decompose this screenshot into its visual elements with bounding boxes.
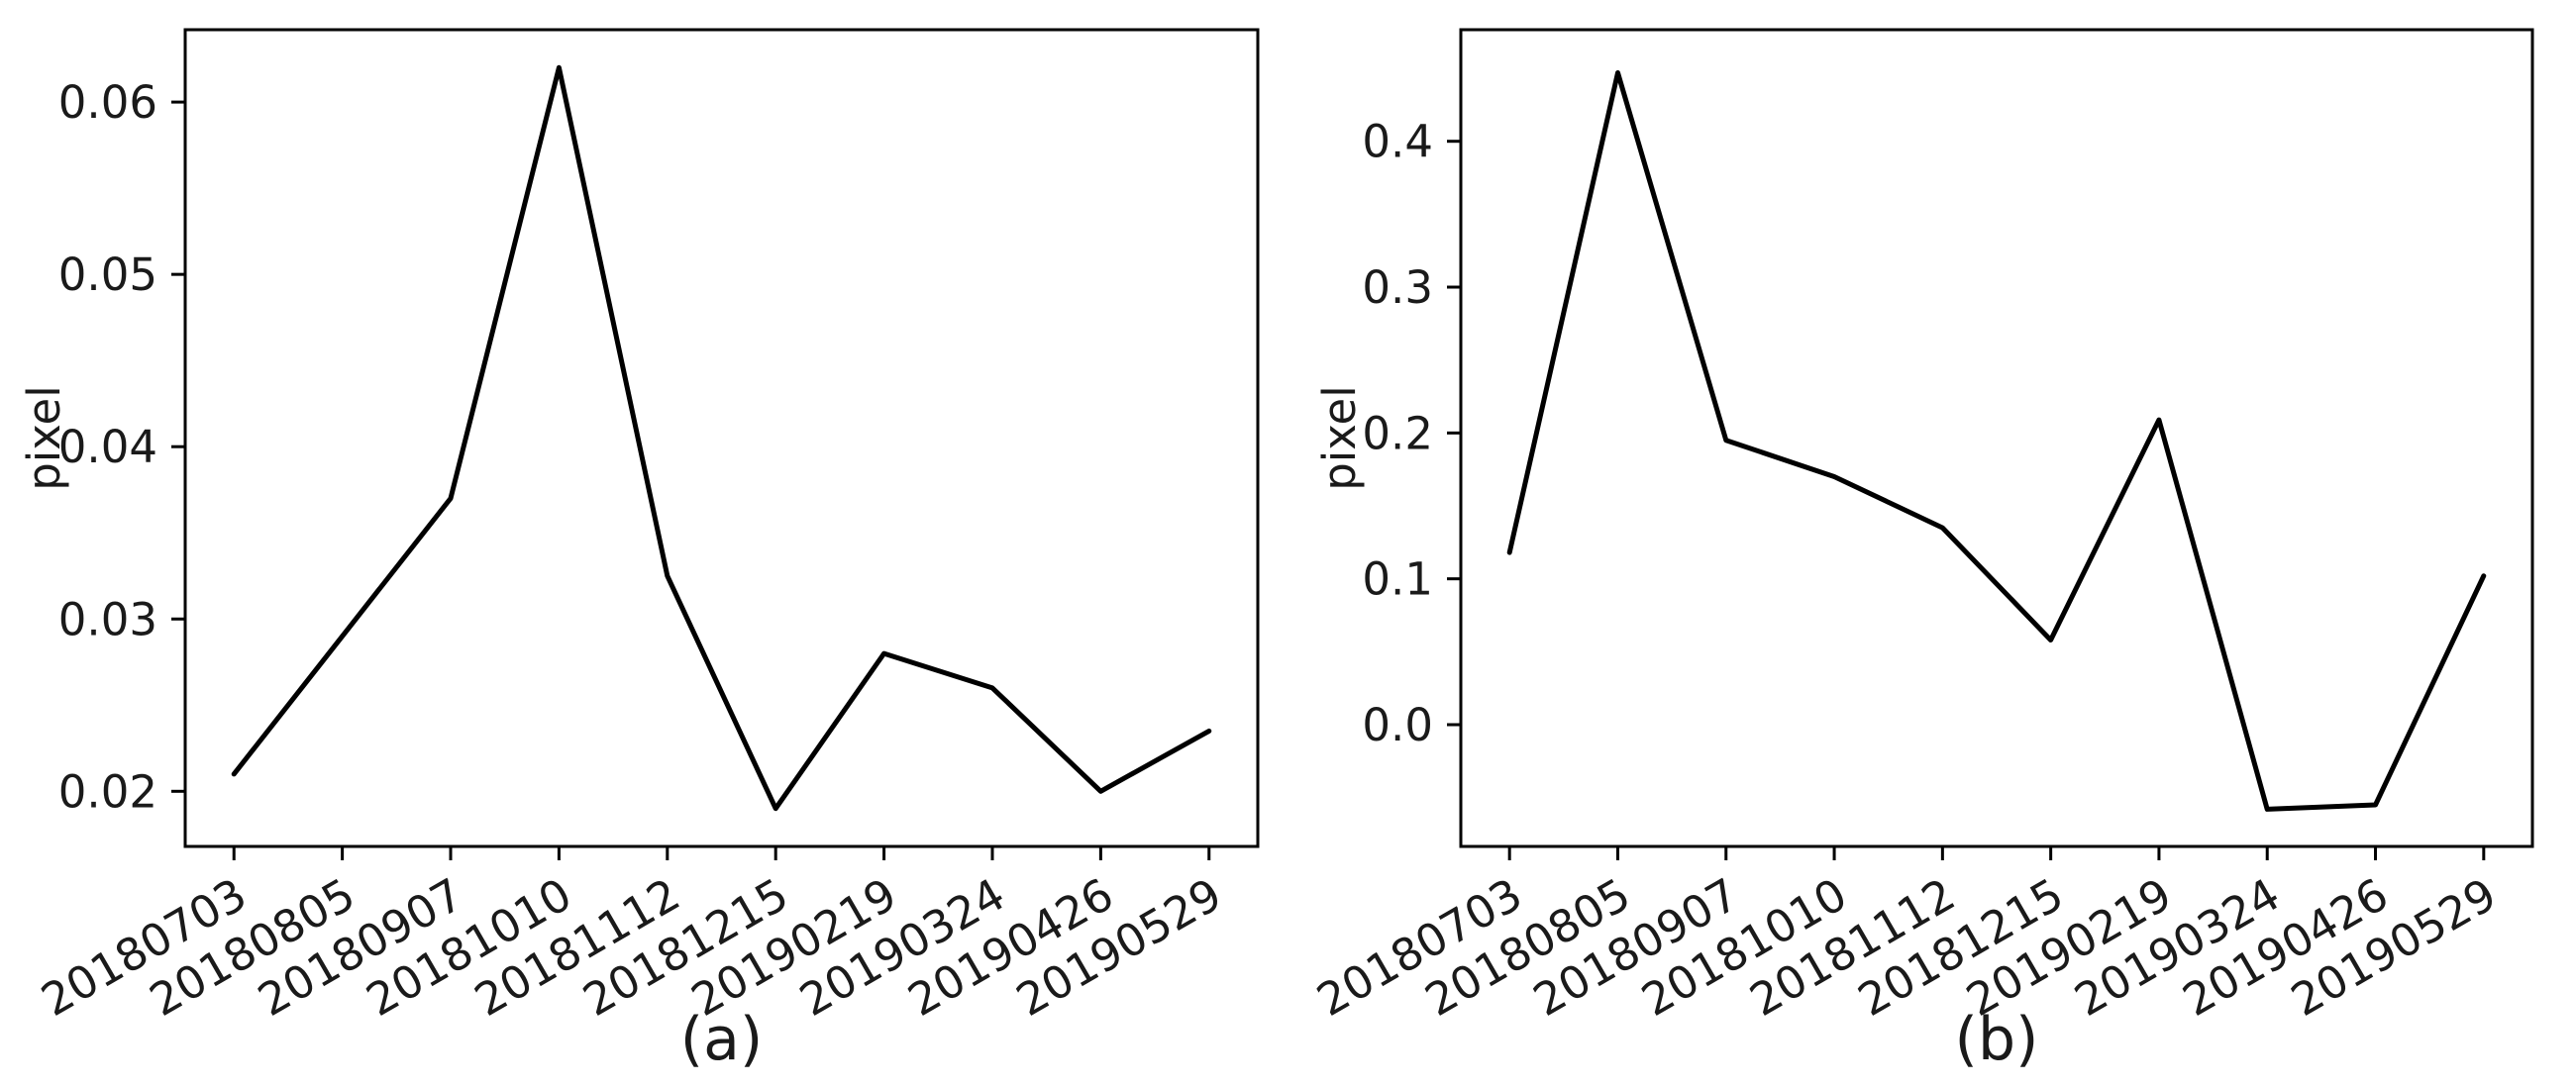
chart-b-line-plot: 0.00.10.20.30.42018070320180805201809072… <box>1308 28 2534 1074</box>
y-tick-label: 0.2 <box>1362 407 1433 459</box>
y-tick-label: 0.06 <box>58 76 157 129</box>
y-tick-label: 0.05 <box>58 248 157 301</box>
subplot-caption: (a) <box>680 1005 764 1074</box>
y-tick-label: 0.02 <box>58 765 157 818</box>
y-axis-label: pixel <box>1313 385 1366 491</box>
subplot-caption: (b) <box>1955 1005 2039 1074</box>
y-tick-label: 0.1 <box>1362 553 1433 606</box>
y-tick-label: 0.03 <box>58 593 157 645</box>
data-line-series <box>231 64 1212 812</box>
data-line-series <box>1506 70 2487 812</box>
plot-border <box>183 28 1260 848</box>
y-tick-label: 0.4 <box>1362 116 1433 168</box>
y-axis-label: pixel <box>18 385 70 491</box>
y-tick-label: 0.04 <box>58 421 157 473</box>
chart-a-line-plot: 0.020.030.040.050.0620180703201808052018… <box>18 28 1260 1074</box>
plot-border <box>1459 28 2534 848</box>
y-tick-label: 0.3 <box>1362 261 1433 314</box>
y-tick-label: 0.0 <box>1362 699 1433 751</box>
